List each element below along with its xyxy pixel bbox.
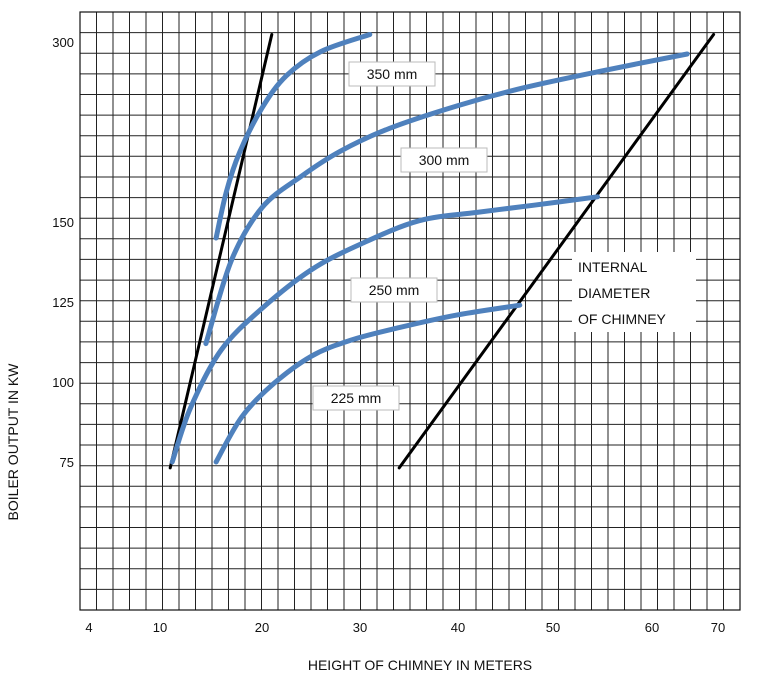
series-label: 350 mm bbox=[367, 66, 418, 82]
x-tick-label: 4 bbox=[85, 620, 92, 635]
series-label-box bbox=[348, 61, 436, 87]
annotation-line-3: OF CHIMNEY bbox=[578, 311, 667, 327]
x-tick-label: 60 bbox=[645, 620, 659, 635]
x-tick-label: 20 bbox=[255, 620, 269, 635]
series-label-box bbox=[350, 277, 438, 303]
curve-labels: 350 mm 300 mm 250 mm 225 mm bbox=[312, 61, 488, 411]
series-curve-250-mm bbox=[169, 194, 600, 465]
y-tick-label: 300 bbox=[52, 35, 74, 50]
annotation-box bbox=[572, 252, 696, 332]
series-label: 225 mm bbox=[331, 390, 382, 406]
series-curves bbox=[169, 32, 690, 465]
series-curve-300-mm bbox=[203, 51, 690, 347]
reference-line-2 bbox=[397, 33, 716, 470]
x-axis-title: HEIGHT OF CHIMNEY IN METERS bbox=[308, 657, 532, 673]
y-tick-label: 75 bbox=[60, 455, 74, 470]
plot-frame bbox=[79, 11, 741, 611]
x-tick-label: 70 bbox=[711, 620, 725, 635]
y-axis-title: BOILER OUTPUT IN KW bbox=[5, 363, 21, 521]
series-label: 300 mm bbox=[419, 152, 470, 168]
x-tick-labels: 4 10 20 30 40 50 60 70 bbox=[85, 620, 725, 635]
reference-lines bbox=[168, 33, 716, 470]
x-tick-label: 50 bbox=[546, 620, 560, 635]
y-tick-labels: 75 100 125 150 300 bbox=[52, 35, 74, 470]
x-tick-label: 40 bbox=[451, 620, 465, 635]
x-tick-label: 10 bbox=[153, 620, 167, 635]
reference-line-1 bbox=[168, 33, 274, 470]
series-label-box bbox=[400, 147, 488, 173]
series-label: 250 mm bbox=[369, 282, 420, 298]
y-tick-label: 150 bbox=[52, 215, 74, 230]
annotation-line-2: DIAMETER bbox=[578, 285, 650, 301]
internal-diameter-annotation: INTERNAL DIAMETER OF CHIMNEY bbox=[572, 252, 696, 332]
annotation-line-1: INTERNAL bbox=[578, 259, 647, 275]
series-label-box bbox=[312, 385, 400, 411]
y-tick-label: 125 bbox=[52, 295, 74, 310]
y-tick-label: 100 bbox=[52, 375, 74, 390]
series-curve-350-mm bbox=[213, 32, 373, 241]
series-curve-225-mm bbox=[213, 302, 523, 465]
x-tick-label: 30 bbox=[353, 620, 367, 635]
